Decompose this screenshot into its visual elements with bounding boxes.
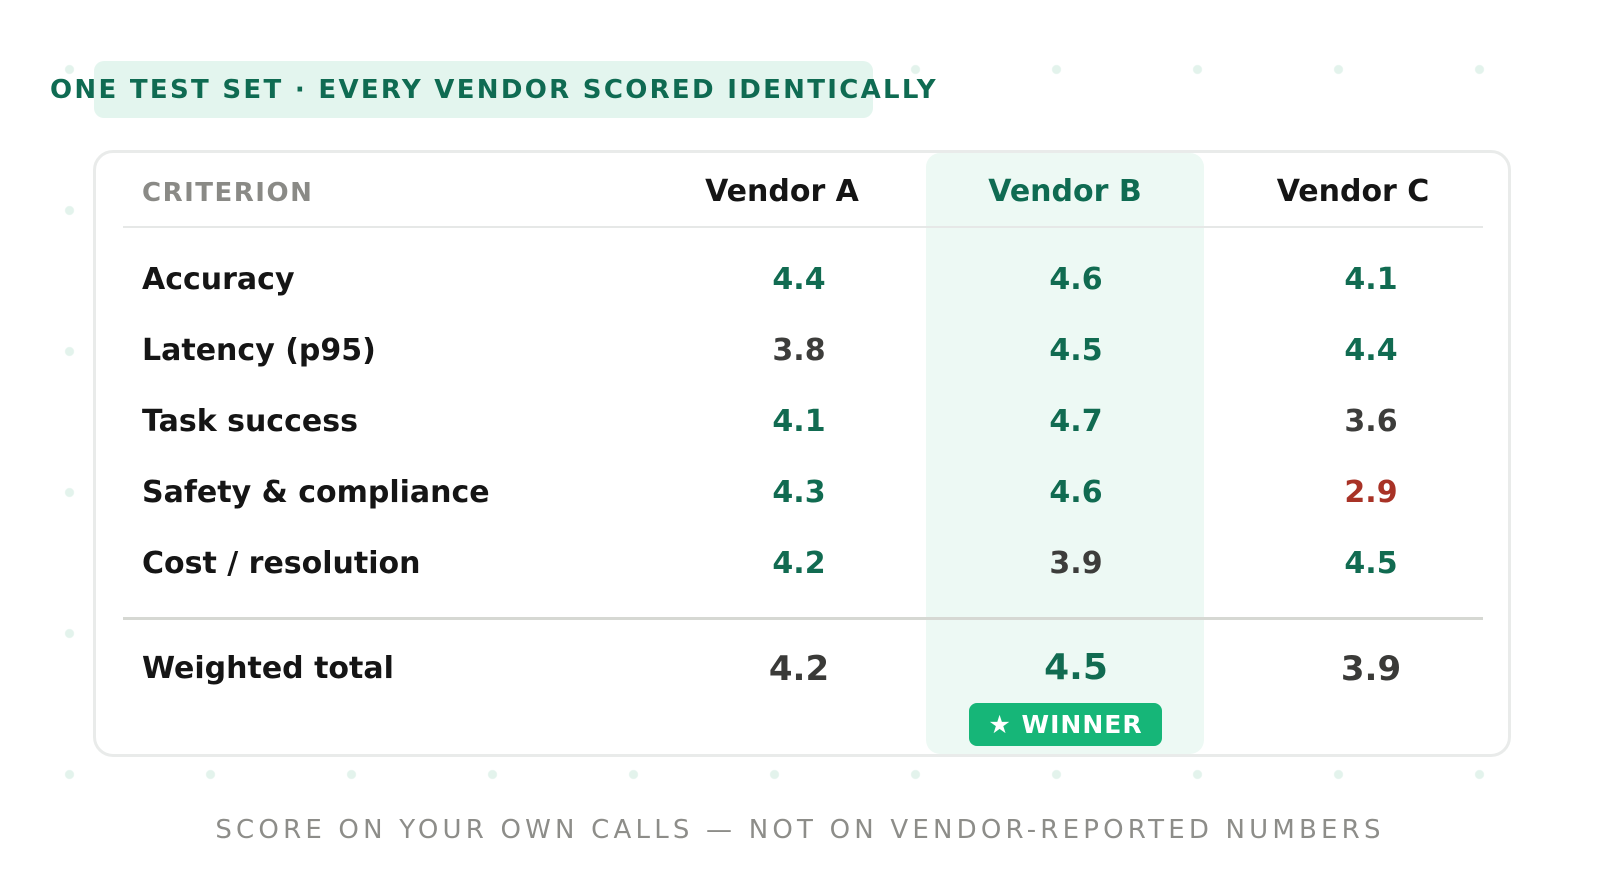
score-accuracy-vendor-a: 4.4: [772, 262, 826, 297]
score-accuracy-vendor-b: 4.6: [1049, 262, 1103, 297]
score-task-success-vendor-b: 4.7: [1049, 404, 1103, 439]
row-label-latency: Latency (p95): [142, 333, 376, 368]
score-cost-vendor-c: 4.5: [1344, 546, 1398, 581]
criterion-header: CRITERION: [142, 178, 314, 208]
score-task-success-vendor-a: 4.1: [772, 404, 826, 439]
winner-column-highlight: [926, 153, 1204, 754]
score-safety-vendor-c: 2.9: [1344, 475, 1398, 510]
kicker-title: ONE TEST SET · EVERY VENDOR SCORED IDENT…: [50, 75, 938, 105]
row-label-cost: Cost / resolution: [142, 546, 421, 581]
total-divider: [123, 617, 1483, 620]
score-latency-vendor-c: 4.4: [1344, 333, 1398, 368]
score-cost-vendor-a: 4.2: [772, 546, 826, 581]
footer-note: SCORE ON YOUR OWN CALLS — NOT ON VENDOR-…: [215, 815, 1385, 845]
score-task-success-vendor-c: 3.6: [1344, 404, 1398, 439]
score-latency-vendor-b: 4.5: [1049, 333, 1103, 368]
total-score-vendor-b: 4.5: [1044, 647, 1108, 688]
winner-badge: ★ WINNER: [969, 703, 1162, 746]
total-label: Weighted total: [142, 651, 394, 686]
score-latency-vendor-a: 3.8: [772, 333, 826, 368]
score-accuracy-vendor-c: 4.1: [1344, 262, 1398, 297]
header-divider: [123, 226, 1483, 228]
scorecard-card: [93, 150, 1511, 757]
row-label-safety: Safety & compliance: [142, 475, 490, 510]
score-safety-vendor-b: 4.6: [1049, 475, 1103, 510]
vendor-b-header: Vendor B: [988, 174, 1142, 209]
row-label-accuracy: Accuracy: [142, 262, 295, 297]
total-score-vendor-c: 3.9: [1340, 649, 1402, 689]
vendor-a-header: Vendor A: [705, 174, 859, 209]
vendor-c-header: Vendor C: [1276, 174, 1430, 209]
kicker-highlight: [94, 61, 873, 118]
total-score-vendor-a: 4.2: [768, 649, 830, 689]
score-cost-vendor-b: 3.9: [1049, 546, 1103, 581]
score-safety-vendor-a: 4.3: [772, 475, 826, 510]
row-label-task-success: Task success: [142, 404, 358, 439]
